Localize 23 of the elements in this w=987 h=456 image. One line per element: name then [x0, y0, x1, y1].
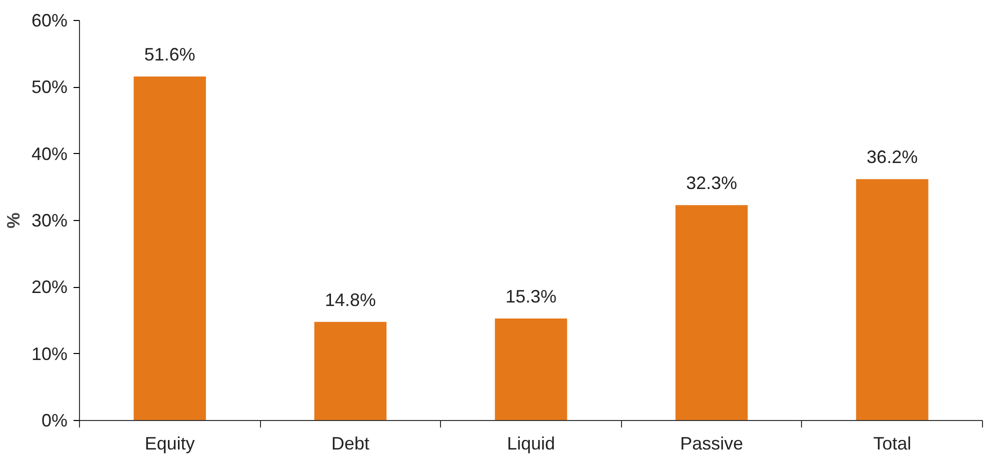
x-tick-label: Equity: [144, 434, 195, 454]
data-label: 14.8%: [324, 290, 376, 310]
data-label: 36.2%: [866, 147, 918, 168]
x-tick-label: Liquid: [506, 434, 556, 454]
x-tick-label: Total: [873, 434, 912, 454]
bar: [675, 205, 748, 420]
y-tick-label: 50%: [31, 77, 68, 98]
y-tick-label: 60%: [31, 10, 68, 30]
bar: [314, 322, 387, 420]
data-label: 32.3%: [686, 173, 738, 194]
data-label: 51.6%: [144, 44, 196, 64]
bar: [494, 318, 568, 420]
x-tick-label: Passive: [680, 434, 744, 454]
y-tick-label: 30%: [31, 210, 68, 230]
y-tick-label: 10%: [31, 344, 68, 364]
y-axis-title: %: [3, 212, 24, 228]
data-label: 15.3%: [505, 286, 557, 306]
x-tick-label: Debt: [331, 434, 370, 454]
y-tick-label: 20%: [31, 277, 68, 298]
y-tick-label: 40%: [31, 144, 68, 164]
y-tick-label: 0%: [41, 410, 68, 430]
bar: [134, 76, 206, 420]
bar: [856, 179, 928, 420]
